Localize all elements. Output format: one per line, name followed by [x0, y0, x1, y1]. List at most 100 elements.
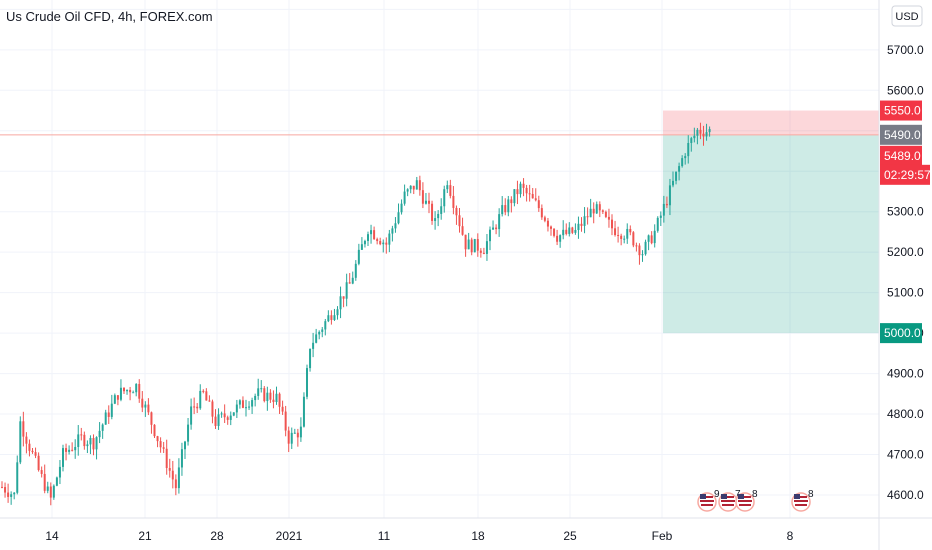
- candle[interactable]: [513, 189, 516, 207]
- candle[interactable]: [52, 484, 55, 500]
- candle[interactable]: [626, 223, 629, 244]
- candle[interactable]: [614, 220, 617, 237]
- candle[interactable]: [211, 399, 214, 424]
- candle[interactable]: [516, 180, 519, 205]
- candle[interactable]: [187, 418, 190, 446]
- candle[interactable]: [586, 207, 589, 225]
- candle[interactable]: [388, 229, 391, 253]
- candle[interactable]: [86, 440, 89, 454]
- candle[interactable]: [260, 380, 263, 393]
- candle[interactable]: [553, 228, 556, 238]
- candle[interactable]: [208, 395, 211, 402]
- candle[interactable]: [525, 184, 528, 202]
- candle[interactable]: [190, 398, 193, 430]
- candle[interactable]: [113, 393, 116, 405]
- candle[interactable]: [232, 412, 235, 417]
- candle[interactable]: [55, 476, 58, 487]
- candle[interactable]: [315, 328, 318, 344]
- candle[interactable]: [400, 199, 403, 215]
- candle[interactable]: [318, 330, 321, 340]
- candle[interactable]: [534, 188, 537, 202]
- candle[interactable]: [656, 216, 659, 233]
- candle[interactable]: [379, 237, 382, 246]
- candle[interactable]: [705, 123, 708, 141]
- candle[interactable]: [675, 171, 678, 185]
- candle[interactable]: [476, 233, 479, 257]
- candle[interactable]: [370, 224, 373, 244]
- candle[interactable]: [562, 220, 565, 240]
- candle[interactable]: [559, 234, 562, 248]
- candle[interactable]: [138, 379, 141, 403]
- candle[interactable]: [681, 155, 684, 168]
- candle[interactable]: [290, 427, 293, 450]
- candle[interactable]: [159, 437, 162, 453]
- candle[interactable]: [95, 436, 98, 460]
- candle[interactable]: [162, 441, 165, 454]
- candle[interactable]: [339, 286, 342, 319]
- candle[interactable]: [306, 364, 308, 400]
- candle[interactable]: [83, 431, 86, 450]
- candle[interactable]: [177, 458, 180, 494]
- position-zones[interactable]: [0, 110, 879, 334]
- candle[interactable]: [251, 397, 254, 414]
- candle[interactable]: [101, 423, 104, 439]
- candle[interactable]: [406, 188, 409, 197]
- candle[interactable]: [309, 348, 312, 372]
- candle[interactable]: [62, 444, 64, 472]
- candle[interactable]: [357, 243, 360, 266]
- stop-loss-zone[interactable]: [663, 110, 879, 135]
- candle[interactable]: [668, 178, 671, 216]
- candle[interactable]: [644, 239, 647, 256]
- candle[interactable]: [150, 411, 153, 434]
- candle[interactable]: [360, 237, 363, 251]
- candle[interactable]: [126, 389, 129, 395]
- candle[interactable]: [373, 226, 376, 240]
- candle[interactable]: [574, 223, 577, 235]
- candle[interactable]: [522, 178, 525, 197]
- candle[interactable]: [485, 234, 488, 261]
- candle[interactable]: [135, 383, 138, 397]
- candle[interactable]: [623, 235, 626, 244]
- candle[interactable]: [635, 242, 638, 252]
- candle[interactable]: [458, 207, 461, 233]
- candle[interactable]: [650, 231, 653, 245]
- candle[interactable]: [540, 204, 543, 220]
- candle[interactable]: [537, 195, 540, 212]
- candle[interactable]: [449, 179, 452, 199]
- candle[interactable]: [58, 460, 61, 485]
- candle[interactable]: [16, 455, 19, 495]
- candle[interactable]: [193, 397, 196, 415]
- candle[interactable]: [98, 422, 101, 444]
- candle[interactable]: [196, 403, 199, 413]
- candle[interactable]: [531, 187, 534, 199]
- candle[interactable]: [217, 408, 220, 430]
- candle[interactable]: [345, 273, 348, 307]
- candle[interactable]: [342, 296, 345, 308]
- candle[interactable]: [321, 327, 324, 338]
- candle[interactable]: [437, 210, 440, 227]
- us-event-icon[interactable]: 8: [791, 489, 814, 512]
- candle[interactable]: [180, 442, 183, 476]
- candle[interactable]: [443, 185, 446, 213]
- candle[interactable]: [123, 387, 125, 395]
- candle[interactable]: [241, 396, 244, 409]
- candle[interactable]: [543, 215, 546, 223]
- candle[interactable]: [226, 415, 229, 425]
- candle[interactable]: [116, 395, 119, 406]
- candle[interactable]: [202, 389, 205, 394]
- candle[interactable]: [229, 411, 232, 426]
- candle[interactable]: [482, 247, 485, 255]
- candle[interactable]: [284, 405, 287, 437]
- candle[interactable]: [245, 399, 247, 417]
- candle[interactable]: [556, 229, 559, 246]
- candle[interactable]: [254, 393, 257, 407]
- candle[interactable]: [19, 416, 22, 465]
- candle[interactable]: [446, 180, 449, 194]
- candle[interactable]: [568, 222, 571, 237]
- candle[interactable]: [174, 474, 177, 496]
- us-event-icon[interactable]: 9: [697, 489, 720, 512]
- candle[interactable]: [13, 491, 16, 500]
- candle[interactable]: [611, 214, 613, 236]
- candle[interactable]: [363, 239, 366, 248]
- candle[interactable]: [684, 153, 687, 165]
